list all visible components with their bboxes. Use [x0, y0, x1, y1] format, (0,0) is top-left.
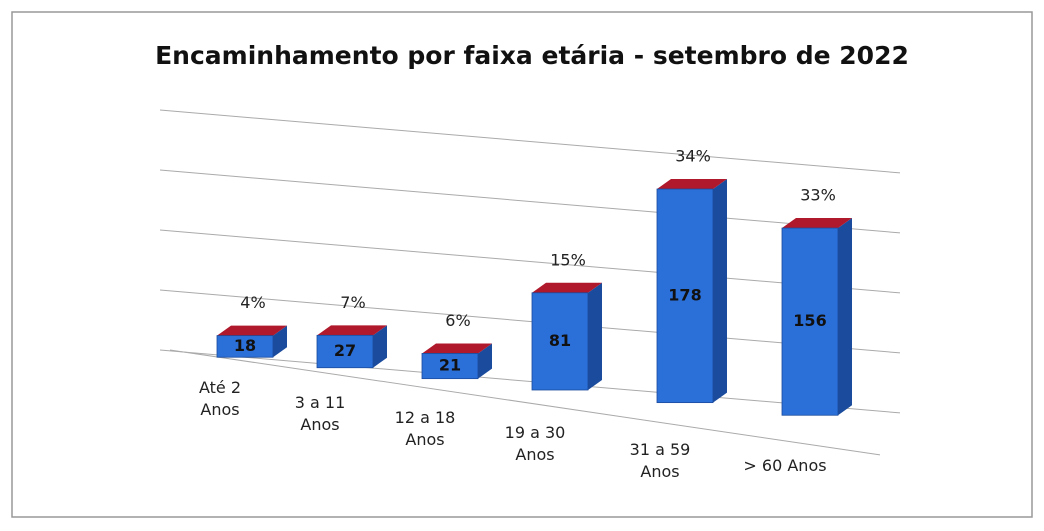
value-label: 27	[334, 341, 356, 360]
bar-side	[838, 218, 852, 416]
bar	[781, 227, 839, 416]
chart-border	[11, 11, 1033, 518]
bar-side	[713, 179, 727, 403]
grid-line	[159, 169, 901, 234]
value-label: 18	[234, 336, 256, 355]
percent-label: 34%	[675, 147, 711, 166]
bar	[656, 188, 714, 404]
percent-label: 7%	[340, 293, 365, 312]
grid-line	[159, 109, 901, 174]
x-tick-label: 3 a 11 Anos	[294, 392, 346, 434]
percent-label: 15%	[550, 250, 586, 269]
bar	[531, 292, 589, 391]
bar	[316, 334, 374, 369]
bar-top	[422, 343, 492, 354]
percent-label: 6%	[445, 311, 470, 330]
value-label: 21	[439, 356, 461, 375]
percent-label: 4%	[240, 293, 265, 312]
grid-line	[159, 349, 901, 414]
bar-side	[588, 282, 602, 390]
bar-side	[373, 325, 387, 368]
bar-top	[217, 325, 287, 336]
grid-line	[159, 229, 901, 294]
x-tick-label: 12 a 18 Anos	[394, 407, 456, 449]
bar	[421, 353, 479, 380]
percent-label: 33%	[800, 186, 836, 205]
x-tick-label: 31 a 59 Anos	[629, 439, 691, 481]
value-label: 178	[668, 285, 701, 304]
bar-side	[478, 343, 492, 379]
chart-title: Encaminhamento por faixa etária - setemb…	[155, 41, 909, 70]
bar-top	[657, 179, 727, 190]
bar-side	[273, 325, 287, 358]
x-tick-label: 19 a 30 Anos	[504, 423, 566, 464]
bar-top	[782, 218, 852, 229]
axis-line	[169, 349, 881, 456]
bar-top	[532, 282, 602, 293]
x-tick-label: Até 2 Anos	[198, 378, 242, 420]
x-tick-label: > 60 Anos	[743, 456, 827, 476]
value-label: 156	[793, 311, 826, 330]
bar	[216, 335, 274, 358]
value-label: 81	[549, 331, 571, 350]
bar-top	[317, 325, 387, 336]
grid-line	[159, 289, 901, 354]
